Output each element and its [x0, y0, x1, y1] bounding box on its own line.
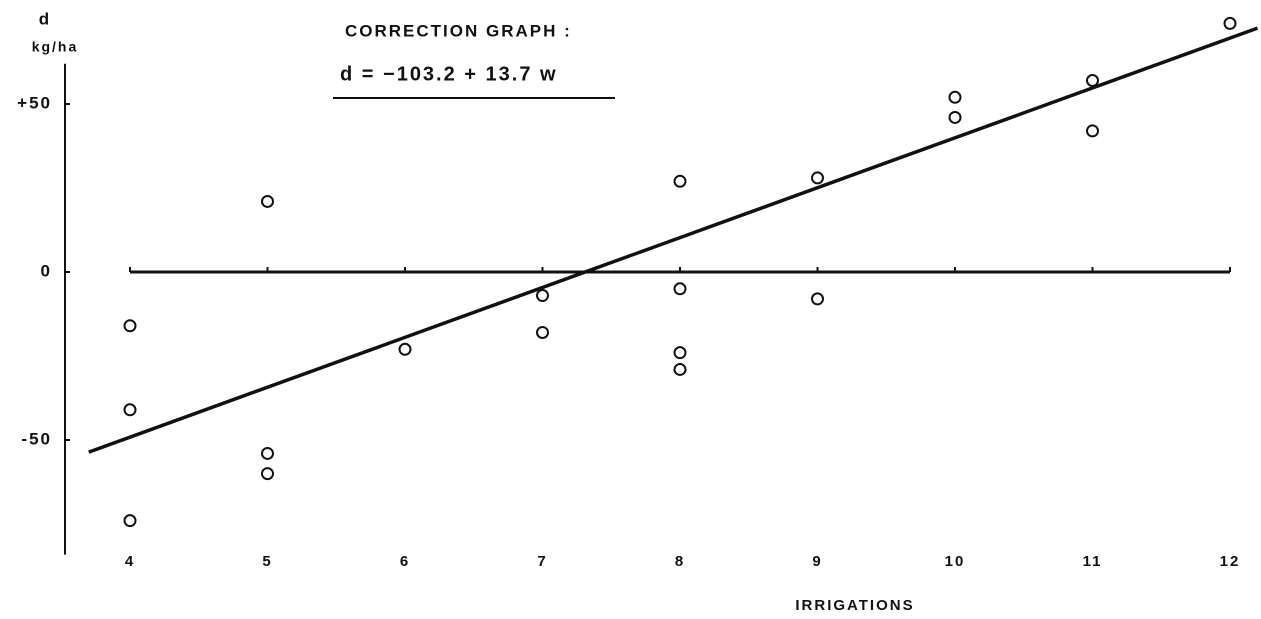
point [673, 282, 687, 296]
x-tick-label: 4 [125, 553, 135, 570]
x-tick-label: 5 [262, 553, 272, 570]
point [123, 403, 137, 417]
equation: d = −103.2 + 13.7 w [340, 63, 558, 85]
point [261, 194, 274, 208]
point [261, 446, 274, 460]
point [1086, 73, 1099, 87]
x-tick-label: 11 [1083, 553, 1103, 570]
point [536, 289, 549, 303]
chart-title: CORRECTION GRAPH : [345, 21, 572, 40]
x-tick-label: 9 [812, 553, 822, 570]
point [123, 319, 137, 333]
x-axis-label: IRRIGATIONS [795, 597, 914, 614]
x-tick-label: 12 [1220, 553, 1241, 570]
y-tick-label: +50 [17, 94, 52, 113]
y-tick-label: -50 [21, 429, 52, 448]
point [811, 292, 824, 306]
x-tick-label: 6 [400, 553, 410, 570]
y-axis-label: kg/ha [32, 39, 79, 55]
x-tick-label: 7 [537, 553, 547, 570]
point [811, 171, 824, 185]
point [673, 346, 687, 360]
point [261, 467, 274, 481]
point [398, 342, 412, 356]
point [948, 110, 962, 124]
point [673, 362, 687, 376]
x-tick-label: 8 [675, 553, 685, 570]
point [536, 325, 549, 339]
fit-line [88, 26, 1259, 454]
point [948, 90, 962, 104]
point [123, 514, 137, 528]
point [1086, 124, 1099, 138]
y-axis-label: d [39, 9, 51, 28]
point [1223, 16, 1237, 30]
point [673, 174, 687, 188]
y-tick-label: 0 [41, 261, 52, 280]
x-tick-label: 10 [945, 553, 966, 570]
